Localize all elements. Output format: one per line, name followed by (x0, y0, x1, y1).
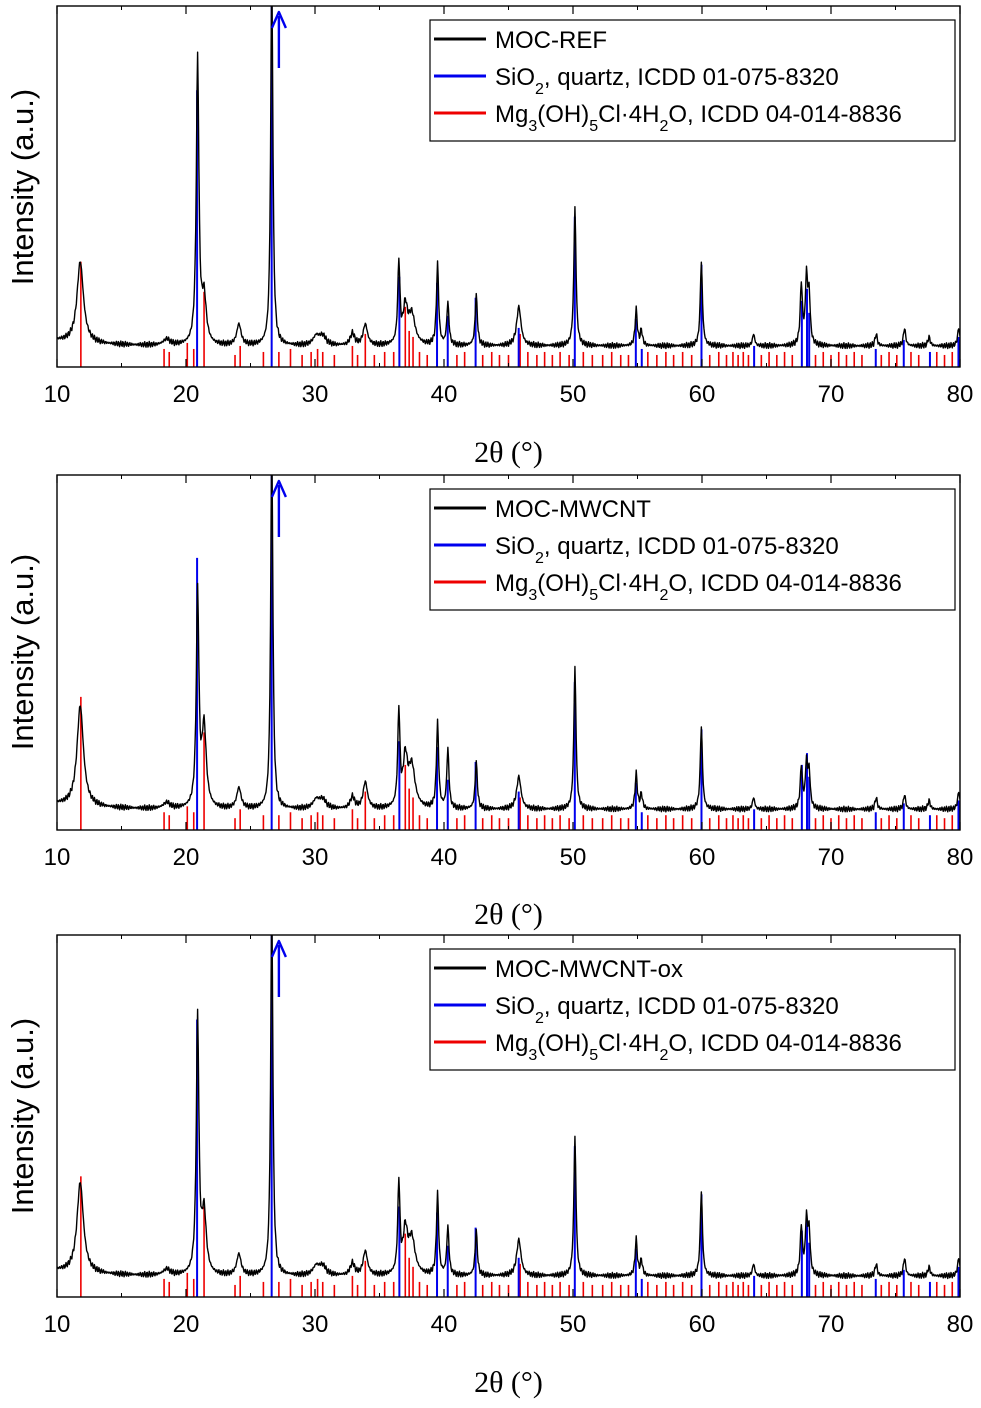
legend-entry-label: SiO2, quartz, ICDD 01-075-8320 (495, 993, 839, 1027)
quartz-reference-sticks (196, 935, 960, 1297)
plot-area (57, 935, 960, 1297)
x-tick-label: 80 (947, 1311, 974, 1338)
x-tick-label: 60 (689, 381, 716, 408)
x-tick-label: 80 (947, 381, 974, 408)
x-tick-label: 30 (302, 1311, 329, 1338)
truncated-peak-arrow (270, 939, 287, 997)
x-tick-label: 40 (431, 381, 458, 408)
quartz-reference-sticks (196, 475, 960, 830)
x-tick-label: 10 (44, 844, 71, 871)
chart-panel-3: 10 20 30 40 50 60 70 80 2θ (°) Intensity (a.u.) MO… (5, 934, 974, 1399)
legend: MOC-REF SiO2, quartz, ICDD 01-075-8320Mg3… (429, 19, 956, 142)
x-tick-label: 20 (173, 381, 200, 408)
measured-pattern-line (57, 935, 960, 1280)
x-tick-label: 70 (818, 381, 845, 408)
measured-pattern-line (57, 475, 960, 813)
x-tick-label: 60 (689, 844, 716, 871)
plot-area (57, 6, 960, 367)
truncated-peak-arrow (270, 479, 287, 537)
x-tick-label: 70 (818, 844, 845, 871)
x-tick-label: 50 (560, 381, 587, 408)
y-axis-label: Intensity (a.u.) (5, 89, 40, 285)
legend-entry-label: Mg3(OH)5Cl·4H2O, ICDD 04-014-8836 (495, 570, 902, 604)
legend-entry-label: SiO2, quartz, ICDD 01-075-8320 (495, 64, 839, 98)
legend-entry-label: SiO2, quartz, ICDD 01-075-8320 (495, 533, 839, 567)
y-axis-label: Intensity (a.u.) (5, 1018, 40, 1214)
moc-phase-reference-sticks (80, 261, 954, 367)
chart-panel-1: 10 20 30 40 50 60 70 80 2θ (°) Intensity (a.u.) MO… (5, 5, 974, 469)
plot-area (57, 475, 960, 830)
legend: MOC-MWCNT-ox SiO2, quartz, ICDD 01-075-83… (429, 948, 956, 1071)
x-tick-label: 50 (560, 1311, 587, 1338)
measured-pattern-line (57, 6, 960, 350)
legend-entry-label: Mg3(OH)5Cl·4H2O, ICDD 04-014-8836 (495, 1030, 902, 1064)
truncated-peak-arrow (270, 10, 287, 68)
x-tick-label: 70 (818, 1311, 845, 1338)
x-tick-label: 40 (431, 844, 458, 871)
moc-phase-reference-sticks (80, 1176, 954, 1297)
y-axis-label: Intensity (a.u.) (5, 554, 40, 750)
x-tick-label: 20 (173, 1311, 200, 1338)
x-axis-label: 2θ (°) (474, 436, 543, 469)
x-axis-label: 2θ (°) (474, 898, 543, 931)
legend-entry-label: MOC-REF (495, 27, 607, 54)
legend-entry-label: Mg3(OH)5Cl·4H2O, ICDD 04-014-8836 (495, 101, 902, 135)
x-tick-label: 20 (173, 844, 200, 871)
x-tick-label: 40 (431, 1311, 458, 1338)
x-tick-label: 30 (302, 381, 329, 408)
x-tick-label: 30 (302, 844, 329, 871)
chart-panel-2: 10 20 30 40 50 60 70 80 2θ (°) Intensity (a.u.) MO… (5, 474, 974, 931)
x-tick-label: 50 (560, 844, 587, 871)
x-axis-label: 2θ (°) (474, 1366, 543, 1399)
x-tick-label: 60 (689, 1311, 716, 1338)
x-tick-label: 80 (947, 844, 974, 871)
legend: MOC-MWCNT SiO2, quartz, ICDD 01-075-8320M… (429, 488, 956, 611)
legend-entry-label: MOC-MWCNT-ox (495, 956, 683, 983)
x-tick-label: 10 (44, 381, 71, 408)
legend-entry-label: MOC-MWCNT (495, 496, 651, 523)
x-tick-label: 10 (44, 1311, 71, 1338)
